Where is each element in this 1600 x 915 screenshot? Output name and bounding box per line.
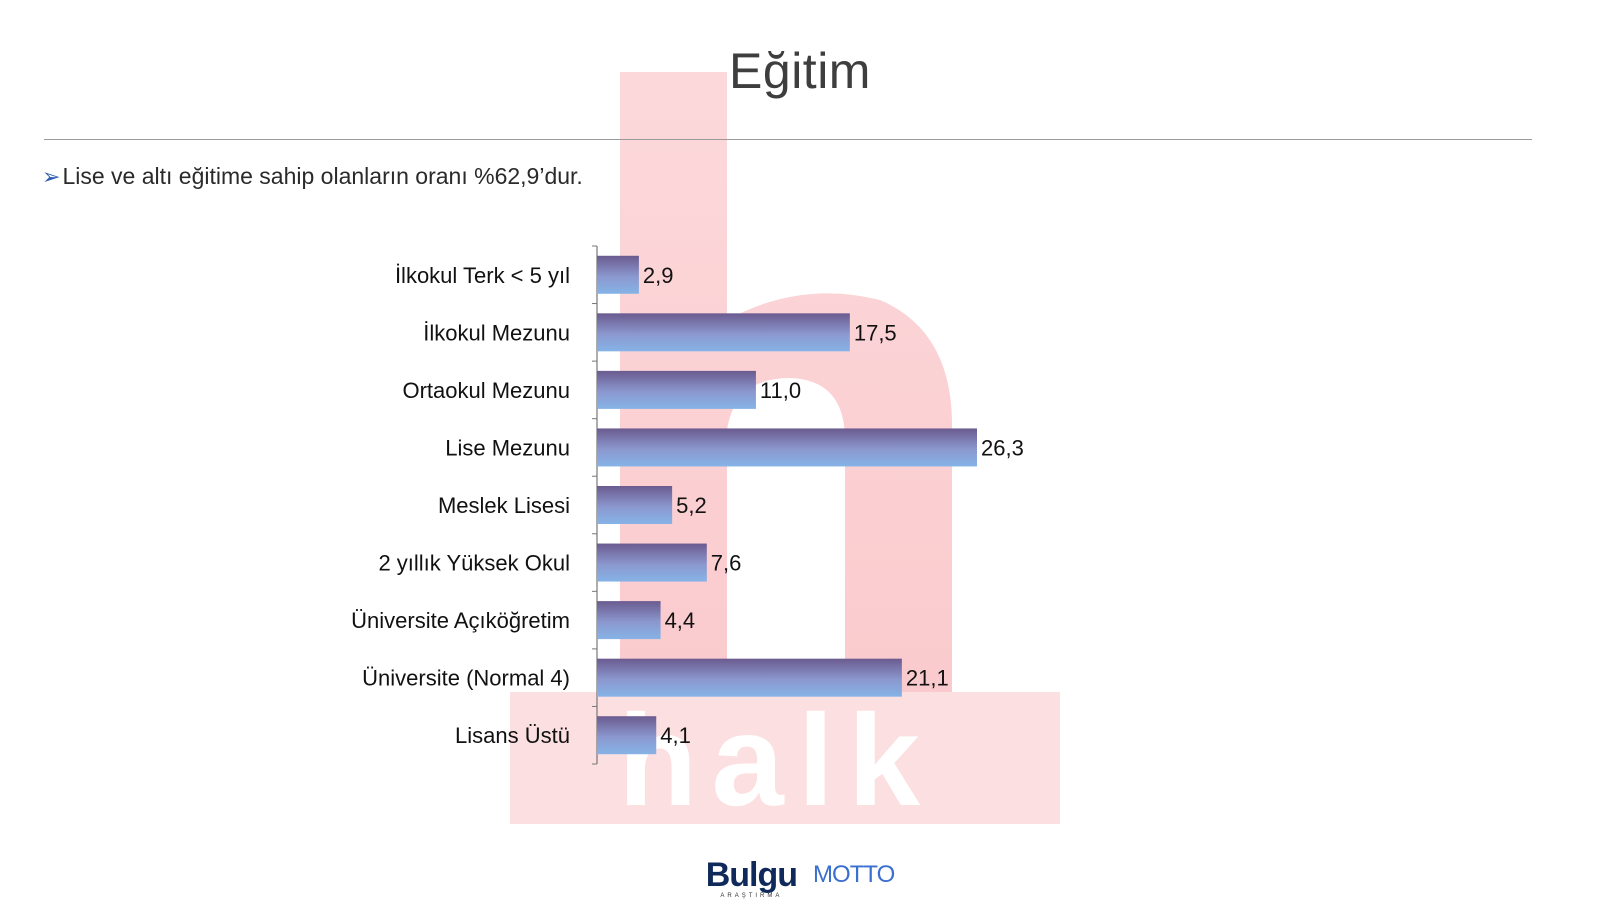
data-label: 17,5 [854,320,897,345]
category-label: Üniversite (Normal 4) [362,666,570,691]
category-label: Lisans Üstü [455,723,570,748]
bar [597,543,707,582]
category-label: 2 yıllık Yüksek Okul [378,551,570,576]
bar [597,601,661,640]
bulgu-logo: Bulgu ARAŞTIRMA [705,856,798,899]
footer-logos: Bulgu ARAŞTIRMA MOTTO [0,858,1600,899]
category-label: İlkokul Terk < 5 yıl [395,263,570,288]
data-label: 5,2 [676,493,707,518]
category-label: Üniversite Açıköğretim [351,608,570,633]
category-label: Ortaokul Mezunu [402,378,570,403]
bar [597,486,673,524]
bar [597,370,756,409]
bar [597,255,639,294]
bar [597,658,902,697]
bulgu-logo-subtext: ARAŞTIRMA [720,893,783,899]
data-label: 21,1 [906,666,949,691]
bar [597,313,850,352]
summary-line: ➢ Lise ve altı eğitime sahip olanların o… [42,163,583,190]
motto-logo: MOTTO [813,861,895,888]
category-label: İlkokul Mezunu [423,320,570,345]
arrow-bullet-icon: ➢ [42,163,61,189]
bar [597,716,657,755]
category-label: Meslek Lisesi [438,493,570,518]
summary-text: Lise ve altı eğitime sahip olanların ora… [62,163,583,189]
category-label: Lise Mezunu [445,435,570,460]
data-label: 4,4 [665,608,696,633]
data-label: 7,6 [711,551,742,576]
data-label: 4,1 [660,723,691,748]
bar [597,428,977,467]
title-divider [44,139,1532,140]
data-label: 11,0 [760,378,801,403]
bulgu-logo-text: Bulgu [705,856,798,894]
page-title: Eğitim [729,43,871,99]
data-label: 2,9 [643,263,674,288]
data-label: 26,3 [981,435,1024,460]
